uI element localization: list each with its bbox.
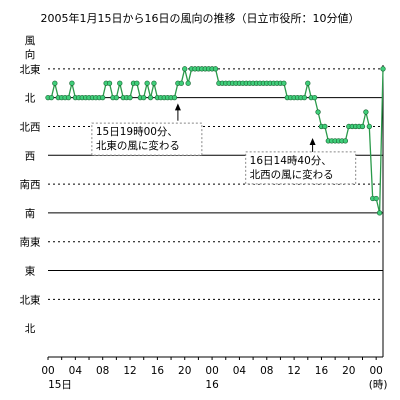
data-point (281, 80, 287, 86)
y-tick-label: 北東 (20, 293, 41, 306)
data-point (48, 94, 55, 101)
x-tick-label: 12 (287, 365, 300, 377)
y-tick-label: 西 (25, 150, 36, 162)
x-axis: 00 15日 04 08 12 16 20 00 16 04 08 12 16 20 00 (時) (41, 65, 388, 391)
data-point (305, 80, 311, 86)
data-point (359, 123, 366, 130)
annotation-text: 北西の風に変わる (250, 168, 334, 181)
data-point (106, 80, 113, 86)
y-tick-label: 南東 (20, 236, 41, 249)
chart-title: 2005年1月15日から16日の風向の推移（日立市役所：10分値） (41, 11, 360, 25)
data-point (113, 94, 120, 101)
data-point (65, 94, 72, 101)
data-point (185, 80, 191, 86)
data-point (141, 94, 147, 101)
x-tick-label: 00 (41, 365, 54, 377)
data-point (69, 80, 75, 86)
x-tick-label: 20 (178, 365, 191, 377)
x-tick-label: 12 (123, 365, 136, 377)
data-point (366, 123, 372, 130)
annotation-text: 16日14時40分、 (250, 155, 332, 167)
x-tick-label: 16 (315, 365, 329, 377)
annotation-arrow-head (174, 103, 181, 111)
data-point (144, 80, 150, 86)
data-series (45, 66, 386, 216)
y-axis-label-char: 向 (25, 48, 36, 61)
x-axis-unit: (時) (369, 379, 388, 391)
annotation-box (245, 151, 357, 185)
x-tick-label: 00 (369, 365, 382, 377)
data-point (363, 109, 369, 115)
x-tick-sublabel: 15日 (48, 379, 72, 391)
annotation-text: 15日19時00分、 (96, 126, 178, 138)
annotation-box (91, 122, 203, 156)
x-tick-label: 08 (260, 365, 273, 377)
data-point (127, 94, 133, 101)
y-tick-label: 北 (25, 323, 36, 335)
x-tick-sublabel: 16 (205, 379, 219, 391)
annotations: 15日19時00分、北東の風に変わる 16日14時40分、北西の風に変わる (91, 103, 357, 185)
x-tick-label: 16 (151, 365, 165, 377)
data-point (380, 66, 386, 72)
y-tick-label: 東 (25, 265, 36, 278)
data-point (342, 138, 349, 144)
annotation-arrow-head (309, 137, 316, 145)
data-point (100, 94, 106, 101)
y-axis-label: 風向 (25, 35, 36, 61)
data-point (311, 94, 318, 101)
y-tick-label: 南西 (20, 178, 41, 191)
y-tick-label: 北西 (20, 121, 41, 133)
x-tick-label: 08 (96, 365, 109, 377)
data-point (52, 80, 58, 86)
data-point (373, 195, 379, 202)
x-tick-label: 00 (205, 365, 218, 377)
x-tick-label: 04 (69, 365, 83, 377)
data-point (322, 123, 328, 130)
data-point (134, 80, 140, 86)
data-point (212, 66, 219, 72)
data-point (147, 94, 154, 101)
y-tick-label: 北東 (20, 63, 41, 76)
data-point (178, 80, 184, 86)
data-point (182, 66, 188, 72)
data-point (315, 109, 321, 115)
y-tick-label: 北 (25, 93, 36, 105)
data-point (171, 94, 178, 101)
data-point (301, 94, 308, 101)
data-point (376, 210, 383, 216)
data-point (117, 80, 123, 86)
y-tick-label: 南 (25, 207, 36, 220)
x-tick-label: 04 (233, 365, 247, 377)
x-tick-label: 20 (342, 365, 355, 377)
annotation-text: 北東の風に変わる (96, 139, 180, 152)
data-point (151, 80, 157, 86)
y-axis-label-char: 風 (25, 35, 36, 47)
